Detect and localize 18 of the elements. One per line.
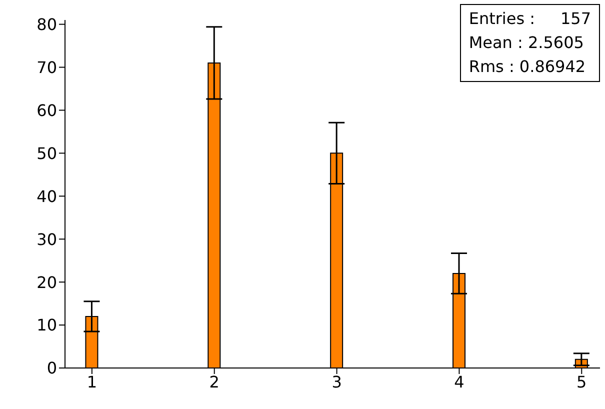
stats-box: Entries : 157 Mean : 2.5605 Rms : 0.86942 [460, 4, 600, 82]
x-tick-label: 1 [86, 372, 98, 392]
y-tick-label: 0 [46, 358, 57, 378]
annotation: Entries : 157 [468, 8, 591, 30]
y-tick-label: 30 [36, 230, 57, 249]
y-tick-label: 70 [36, 58, 57, 77]
y-tick-label: 80 [36, 14, 57, 34]
x-tick-label: 4 [454, 372, 464, 392]
annotation: Mean : 2.5605 [468, 32, 585, 54]
x-tick-label: 2 [209, 372, 220, 392]
y-tick-label: 60 [36, 100, 57, 120]
x-tick-label: 3 [332, 372, 342, 392]
y-tick-label: 40 [36, 186, 57, 206]
y-tick-label: 50 [36, 144, 57, 163]
x-tick-label: 5 [576, 372, 587, 392]
y-tick-label: 20 [36, 272, 57, 292]
annotation: Rms : 0.86942 [468, 56, 587, 78]
y-tick-label: 10 [36, 316, 57, 335]
